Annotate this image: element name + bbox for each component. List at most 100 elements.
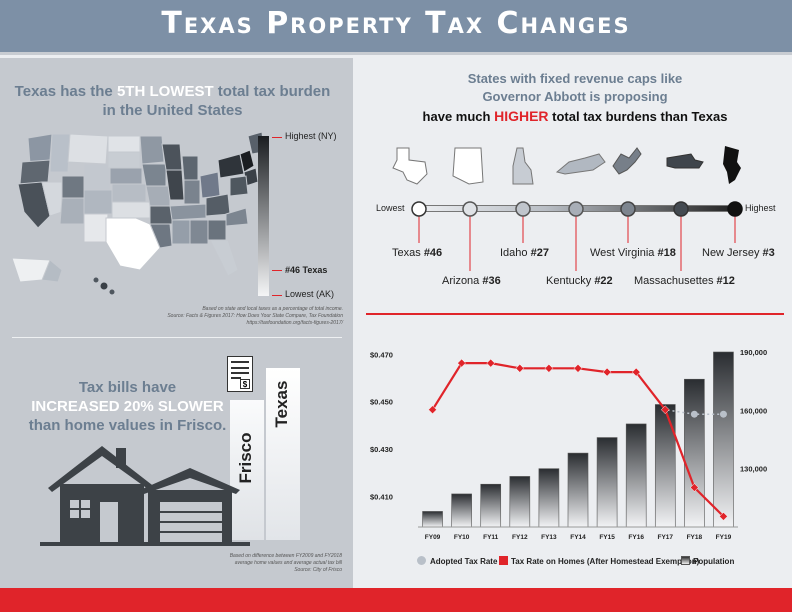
homes-rate-point [660, 405, 670, 415]
map-state [107, 151, 141, 169]
map-state [49, 133, 71, 173]
homes-rate-point [457, 358, 466, 368]
timeline-label-massachusetts: Massachusettes #12 [634, 275, 735, 287]
tax-bill-icon: $ [227, 356, 253, 392]
legend-homes-label: Tax Rate on Homes (After Homestead Exemp… [511, 557, 700, 566]
map-state-texas [105, 217, 161, 271]
left-divider [12, 337, 342, 338]
legend-low-marker [272, 295, 282, 296]
legend-population-label: Population [693, 557, 735, 566]
y-left-tick-label: $0.430 [370, 445, 393, 454]
legend-high-marker [272, 137, 282, 138]
map-state [209, 239, 239, 277]
legend-texas-label: #46 Texas [285, 265, 328, 275]
idaho-icon [512, 147, 534, 185]
higher-burden-heading: have much HIGHER total tax burdens than … [366, 108, 784, 124]
higher-post: total tax burdens than Texas [548, 109, 728, 124]
state-name: Arizona [442, 275, 480, 287]
state-rank: #22 [594, 275, 613, 287]
revenue-caps-line1: States with fixed revenue caps like [467, 71, 683, 86]
legend-homes-swatch [499, 556, 508, 565]
timeline-node-west-virginia [620, 201, 636, 217]
timeline-label-kentucky: Kentucky #22 [546, 275, 613, 287]
x-tick-label: FY13 [541, 534, 557, 541]
bar-frisco: Frisco [230, 400, 264, 540]
heading-line2: in the United States [102, 102, 243, 119]
timeline-highest-label: Highest [745, 203, 776, 213]
state-name: New Jersey [702, 247, 760, 259]
population-bar [625, 423, 647, 528]
right-divider [366, 313, 784, 315]
homes-rate-point [428, 405, 437, 415]
legend-adopted-swatch [417, 556, 426, 565]
population-bar [596, 437, 618, 528]
timeline-node-texas [411, 201, 427, 217]
map-state [169, 203, 207, 221]
bill-source-line: average home values and average actual t… [234, 560, 342, 566]
state-rank: #46 [423, 247, 443, 259]
timeline-node-kentucky [568, 201, 584, 217]
higher-highlight: HIGHER [494, 108, 549, 124]
x-tick-label: FY17 [657, 534, 673, 541]
heading-highlight: 5TH LOWEST [116, 83, 214, 100]
map-state [205, 193, 231, 217]
y-left-tick-label: $0.450 [370, 398, 393, 407]
legend-lowest-label: Lowest (AK) [285, 289, 335, 299]
state-name: Massachusettes [634, 275, 714, 287]
y-right-tick-label: 190,000 [740, 348, 767, 357]
map-state [111, 183, 147, 203]
timeline-label-west-virginia: West Virginia #18 [590, 247, 676, 259]
arizona-icon [452, 147, 484, 185]
tax-bills-line2: INCREASED 20% SLOWER [31, 398, 224, 415]
map-state [67, 133, 109, 165]
heading-pre: Texas has the [14, 83, 117, 100]
map-state-alaska [11, 257, 51, 283]
x-tick-label: FY14 [570, 534, 586, 541]
legend-adopted-label: Adopted Tax Rate [430, 557, 498, 566]
state-rank: #18 [657, 247, 676, 259]
bill-source-line: Source: City of Frisco [294, 567, 342, 573]
tax-rate-chart: $0.470 $0.450 $0.430 $0.410 190,000 160,000 13… [370, 348, 767, 541]
map-state [107, 135, 141, 153]
y-right-tick-label: 130,000 [740, 465, 767, 474]
map-source-line: Based on state and local taxes as a perc… [202, 306, 343, 312]
map-state [59, 197, 85, 225]
map-state [217, 153, 245, 179]
population-bar [451, 493, 472, 528]
state-rank: #12 [716, 275, 735, 287]
massachusetts-icon [666, 153, 704, 169]
timeline-node-idaho [515, 201, 531, 217]
x-tick-label: FY11 [483, 534, 499, 541]
map-state [183, 179, 201, 205]
map-state [19, 159, 51, 185]
y-left-tick-label: $0.470 [370, 350, 393, 359]
x-tick-label: FY10 [454, 534, 470, 541]
timeline-lowest-label: Lowest [376, 203, 405, 213]
x-tick-label: FY19 [716, 534, 732, 541]
map-state-hawaii [99, 281, 109, 291]
bill-source-note: Based on difference between FY2009 and F… [120, 553, 342, 574]
timeline-label-arizona: Arizona #36 [442, 275, 501, 287]
map-state [139, 135, 165, 165]
texas-icon [392, 147, 428, 185]
x-tick-label: FY09 [425, 534, 441, 541]
homes-rate-point [486, 358, 496, 368]
map-state [229, 175, 249, 197]
state-silhouettes [392, 146, 741, 185]
x-tick-label: FY12 [512, 534, 528, 541]
timeline-markers [411, 201, 743, 271]
population-bar [713, 351, 734, 528]
revenue-caps-heading: States with fixed revenue caps like Gove… [366, 70, 784, 106]
map-source-line: Source: Facts & Figures 2017: How Does Y… [167, 313, 343, 319]
map-state [17, 181, 51, 229]
timeline-label-idaho: Idaho #27 [500, 247, 549, 259]
heading-post: total tax burden [213, 83, 331, 100]
x-tick-label: FY15 [599, 534, 615, 541]
homes-rate-point [515, 363, 525, 373]
population-bar [654, 404, 676, 528]
population-bar [422, 511, 443, 528]
timeline-node-new-jersey [727, 201, 743, 217]
house-icon [40, 446, 250, 546]
revenue-caps-line2: Governor Abbott is proposing [482, 89, 668, 104]
map-state [109, 167, 143, 185]
